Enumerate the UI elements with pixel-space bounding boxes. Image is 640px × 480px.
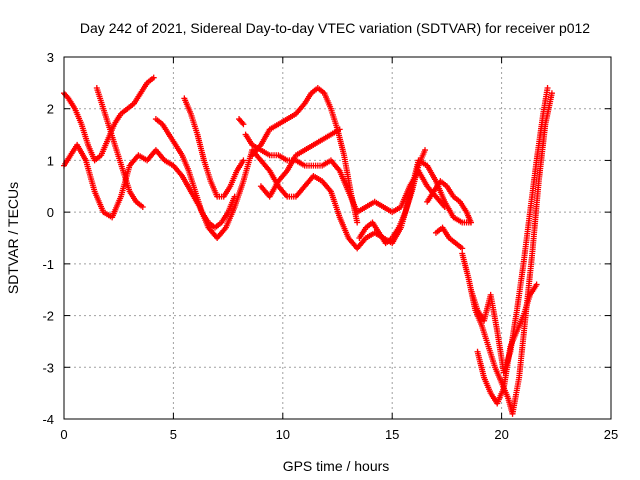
data-point [239,119,246,126]
series-track-c [93,85,146,210]
data-series [61,74,555,417]
series-track-e [181,95,247,200]
y-axis-label: SDTVAR / TECUs [5,182,21,294]
data-point [459,245,466,252]
y-tick-label: 2 [47,102,54,117]
y-tick-label: -1 [42,257,54,272]
series-track-h [249,85,361,226]
x-tick-label: 5 [170,427,177,442]
data-point [467,219,474,226]
series-track-l [432,224,466,252]
data-point [150,74,157,81]
grid [64,57,611,419]
chart-title: Day 242 of 2021, Sidereal Day-to-day VTE… [80,20,590,36]
series-track-a [61,141,474,252]
x-axis-label: GPS time / hours [283,458,390,474]
y-tick-label: -3 [42,360,54,375]
series-track-f [236,116,247,128]
y-tick-label: 3 [47,50,54,65]
x-tick-label: 10 [276,427,290,442]
y-tick-label: 0 [47,205,54,220]
x-tick-label: 25 [604,427,618,442]
series-track-o [474,281,540,407]
plot-frame [63,56,612,420]
data-point [336,126,343,133]
data-point [548,90,555,97]
data-point [354,219,361,226]
series-track-k [424,178,474,226]
data-point [544,85,551,92]
series-track-n [467,85,551,376]
data-point [240,121,247,128]
y-tick-label: 1 [47,153,54,168]
data-point [533,281,540,288]
data-point [64,94,71,101]
series-track-j [356,147,429,247]
data-point [441,203,448,210]
x-tick-label: 15 [385,427,399,442]
data-point [240,157,247,164]
y-tick-label: -2 [42,309,54,324]
data-point [231,193,238,200]
x-tick-label: 0 [60,427,67,442]
series-track-d [152,116,238,231]
x-tick-label: 20 [494,427,508,442]
series-track-b [61,74,157,164]
series-track-i [257,126,343,200]
data-point [422,147,429,154]
data-point [139,203,146,210]
y-tick-label: -4 [42,412,54,427]
